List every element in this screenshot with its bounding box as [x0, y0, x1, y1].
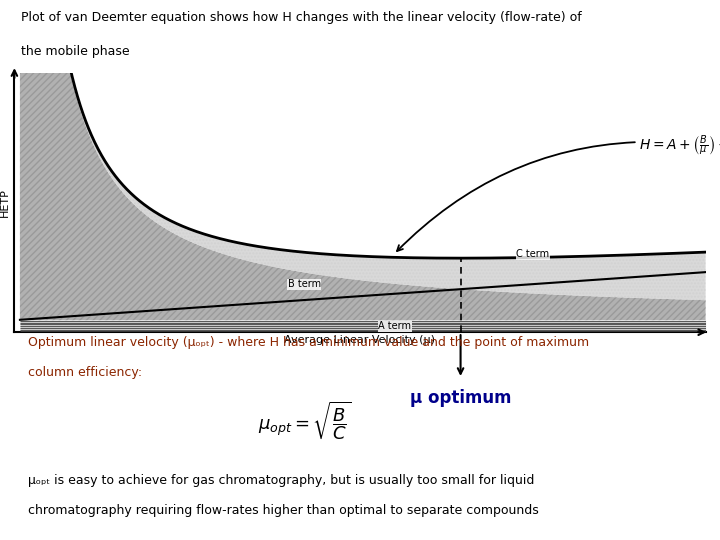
- Text: column efficiency:: column efficiency:: [28, 366, 143, 379]
- Text: μₒₚₜ is easy to achieve for gas chromatography, but is usually too small for liq: μₒₚₜ is easy to achieve for gas chromato…: [28, 474, 534, 487]
- Text: μ optimum: μ optimum: [410, 389, 511, 407]
- Text: $\mu_{opt} = \sqrt{\dfrac{B}{C}}$: $\mu_{opt} = \sqrt{\dfrac{B}{C}}$: [258, 399, 351, 442]
- Text: A term: A term: [378, 321, 411, 331]
- X-axis label: Average Linear Velocity (μ): Average Linear Velocity (μ): [284, 335, 436, 345]
- Text: Optimum linear velocity (μₒₚₜ) - where H has a minimum value and the point of ma: Optimum linear velocity (μₒₚₜ) - where H…: [28, 336, 590, 349]
- Text: B term: B term: [288, 279, 321, 289]
- Y-axis label: HETP: HETP: [0, 188, 10, 217]
- Text: the mobile phase: the mobile phase: [22, 45, 130, 58]
- Text: chromatography requiring flow-rates higher than optimal to separate compounds: chromatography requiring flow-rates high…: [28, 504, 539, 517]
- Text: Plot of van Deemter equation shows how H changes with the linear velocity (flow-: Plot of van Deemter equation shows how H…: [22, 11, 582, 24]
- Text: C term: C term: [516, 249, 549, 259]
- Text: $H = A + \left(\frac{B}{\mu}\right) + (C \times \mu)$: $H = A + \left(\frac{B}{\mu}\right) + (C…: [397, 133, 720, 251]
